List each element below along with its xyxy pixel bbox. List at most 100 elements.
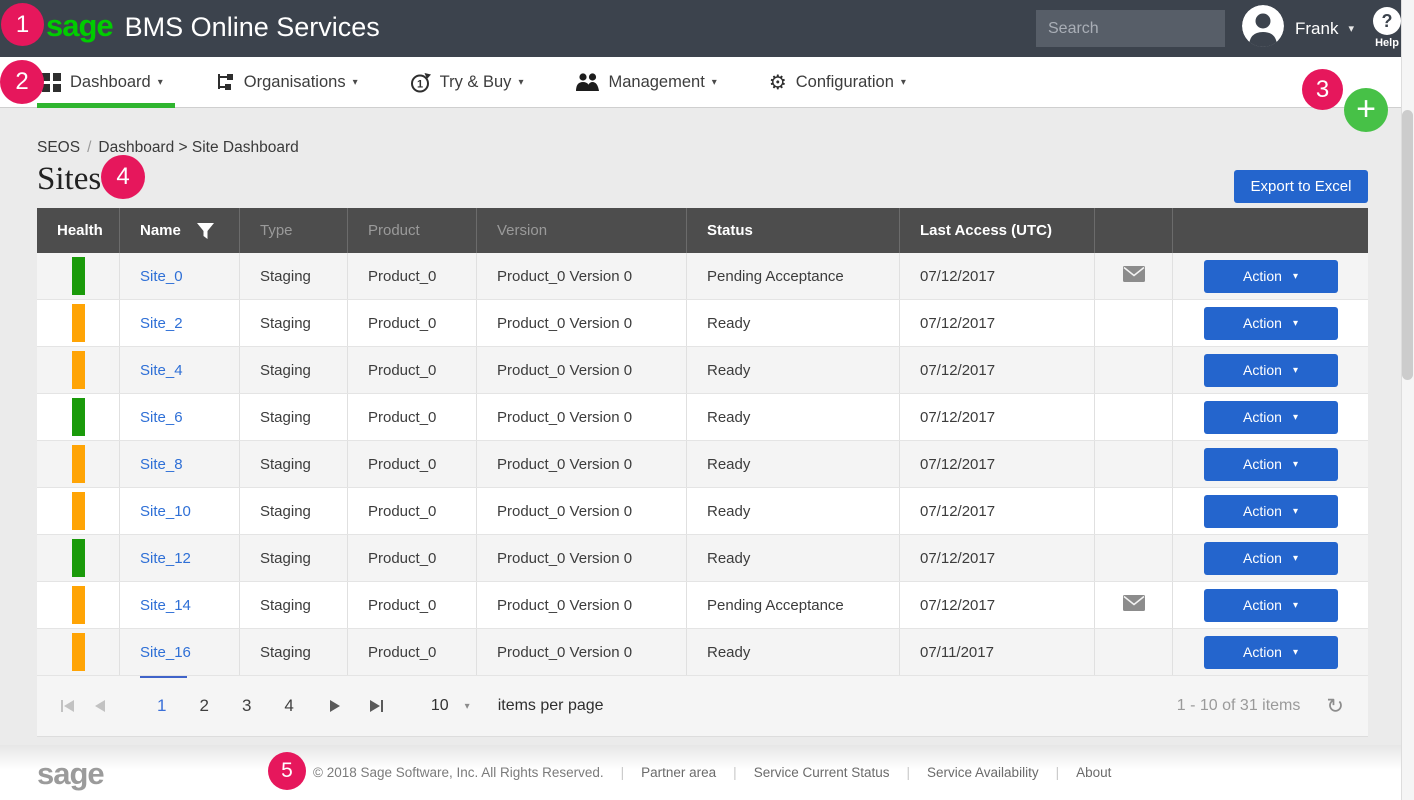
page-number-1[interactable]: 1 — [157, 696, 167, 715]
action-button[interactable]: Action ▾ — [1203, 259, 1338, 293]
product-cell: Product_0 — [348, 629, 477, 675]
column-header-mail — [1095, 208, 1173, 253]
site-link[interactable]: Site_6 — [140, 408, 183, 426]
scrollbar-thumb[interactable] — [1402, 110, 1413, 380]
type-cell: Staging — [240, 253, 348, 299]
site-link[interactable]: Site_4 — [140, 361, 183, 379]
last-access-cell: 07/11/2017 — [900, 629, 1095, 675]
action-button-label: Action — [1243, 268, 1282, 284]
breadcrumb-root[interactable]: SEOS — [37, 139, 81, 156]
search-input[interactable] — [1036, 19, 1255, 38]
page-number-3[interactable]: 3 — [241, 696, 252, 715]
type-cell: Staging — [240, 300, 348, 346]
add-button[interactable]: + — [1344, 88, 1388, 132]
site-link[interactable]: Site_14 — [140, 596, 191, 614]
version-cell: Product_0 Version 0 — [477, 300, 687, 346]
site-link[interactable]: Site_12 — [140, 549, 191, 567]
users-icon — [575, 73, 600, 91]
nav-item-dashboard[interactable]: Dashboard ▾ — [42, 72, 163, 92]
status-cell: Ready — [687, 441, 900, 487]
mail-cell — [1095, 253, 1173, 299]
copyright-text: © 2018 Sage Software, Inc. All Rights Re… — [313, 765, 604, 780]
action-button[interactable]: Action ▾ — [1203, 400, 1338, 434]
breadcrumb: SEOS / Dashboard > Site Dashboard — [37, 139, 299, 157]
scrollbar-track[interactable] — [1401, 0, 1414, 800]
chevron-down-icon: ▾ — [464, 700, 470, 712]
column-header-name[interactable]: Name — [120, 208, 240, 253]
action-button[interactable]: Action ▾ — [1203, 635, 1338, 669]
page-number-4[interactable]: 4 — [284, 696, 294, 715]
site-link[interactable]: Site_2 — [140, 314, 183, 332]
search-box[interactable] — [1036, 10, 1275, 47]
column-header-action — [1173, 208, 1368, 253]
page-number-2[interactable]: 2 — [199, 696, 209, 715]
avatar[interactable] — [1242, 5, 1284, 47]
nav-label: Management — [608, 72, 705, 91]
nav-item-try-buy[interactable]: 1 Try & Buy ▾ — [410, 72, 523, 93]
health-indicator — [71, 492, 85, 530]
column-header-last-access: Last Access (UTC) — [900, 208, 1095, 253]
mail-cell — [1095, 582, 1173, 628]
action-button[interactable]: Action ▾ — [1203, 541, 1338, 575]
nav-item-configuration[interactable]: ⚙ Configuration ▾ — [769, 72, 906, 92]
status-cell: Pending Acceptance — [687, 582, 900, 628]
table-row: Site_12 Staging Product_0 Product_0 Vers… — [37, 535, 1368, 582]
org-tree-icon — [215, 72, 235, 92]
last-access-cell: 07/12/2017 — [900, 394, 1095, 440]
type-cell: Staging — [240, 582, 348, 628]
filter-icon[interactable] — [196, 222, 214, 239]
last-page-button[interactable] — [369, 700, 383, 712]
chevron-down-icon: ▾ — [900, 76, 906, 88]
last-access-cell: 07/12/2017 — [900, 300, 1095, 346]
health-cell — [37, 300, 120, 346]
action-cell: Action ▾ — [1173, 394, 1368, 440]
action-button-label: Action — [1243, 409, 1282, 425]
last-access-cell: 07/12/2017 — [900, 582, 1095, 628]
chevron-down-icon: ▾ — [352, 76, 358, 88]
table-row: Site_14 Staging Product_0 Product_0 Vers… — [37, 582, 1368, 629]
site-link[interactable]: Site_10 — [140, 502, 191, 520]
refresh-icon[interactable]: ↻ — [1326, 693, 1344, 718]
footer-link[interactable]: Service Availability — [927, 765, 1039, 780]
active-nav-underline — [37, 103, 175, 108]
page-size-dropdown[interactable]: 10 ▾ — [431, 697, 470, 715]
nav-item-organisations[interactable]: Organisations ▾ — [215, 72, 358, 92]
previous-page-button[interactable] — [95, 700, 105, 712]
site-link[interactable]: Site_8 — [140, 455, 183, 473]
site-link[interactable]: Site_0 — [140, 267, 183, 285]
top-header: sage BMS Online Services Frank ▾ ? Help — [0, 0, 1414, 57]
user-menu[interactable]: Frank ▾ — [1295, 0, 1354, 57]
status-cell: Ready — [687, 535, 900, 581]
action-button[interactable]: Action ▾ — [1203, 588, 1338, 622]
annotation-marker-1: 1 — [1, 3, 44, 46]
column-header-type: Type — [240, 208, 348, 253]
page-size-value: 10 — [430, 697, 449, 714]
footer-separator: | — [733, 765, 737, 780]
site-link[interactable]: Site_16 — [140, 643, 191, 661]
export-to-excel-button[interactable]: Export to Excel — [1234, 170, 1368, 203]
name-cell: Site_16 — [120, 629, 240, 675]
action-button[interactable]: Action ▾ — [1203, 353, 1338, 387]
footer-link[interactable]: Partner area — [641, 765, 717, 780]
action-button-label: Action — [1243, 503, 1282, 519]
action-button[interactable]: Action ▾ — [1203, 447, 1338, 481]
health-cell — [37, 347, 120, 393]
action-cell: Action ▾ — [1173, 488, 1368, 534]
table-row: Site_2 Staging Product_0 Product_0 Versi… — [37, 300, 1368, 347]
table-header-row: Health Name Type Product Version Status … — [37, 208, 1368, 253]
action-button[interactable]: Action ▾ — [1203, 494, 1338, 528]
action-button[interactable]: Action ▾ — [1203, 306, 1338, 340]
first-page-button[interactable] — [61, 700, 74, 712]
type-cell: Staging — [240, 347, 348, 393]
name-cell: Site_14 — [120, 582, 240, 628]
footer-link[interactable]: About — [1076, 765, 1112, 780]
version-cell: Product_0 Version 0 — [477, 488, 687, 534]
health-indicator — [71, 586, 85, 624]
version-cell: Product_0 Version 0 — [477, 347, 687, 393]
health-indicator — [71, 304, 85, 342]
health-cell — [37, 488, 120, 534]
help-button[interactable]: ? Help — [1371, 7, 1403, 49]
footer-link[interactable]: Service Current Status — [753, 765, 890, 780]
nav-item-management[interactable]: Management ▾ — [575, 72, 717, 92]
next-page-button[interactable] — [329, 700, 340, 712]
